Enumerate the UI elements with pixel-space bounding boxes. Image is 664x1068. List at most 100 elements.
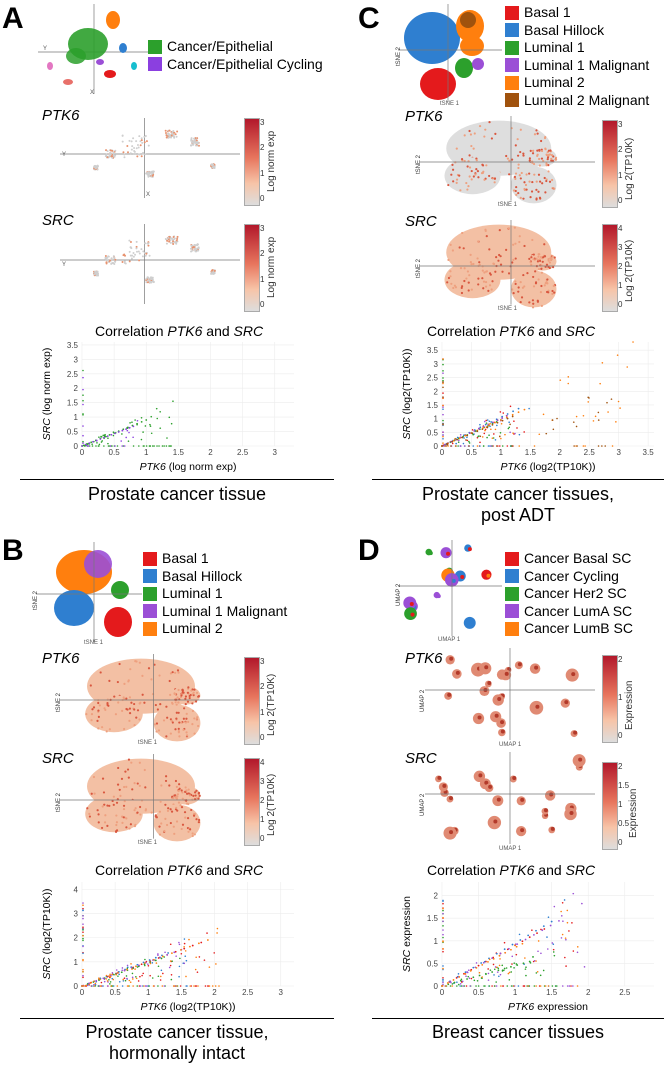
y-axis-label-gene: SRC (401, 949, 413, 972)
scatter-point (136, 419, 139, 422)
trend-point (484, 423, 487, 426)
y-axis-label-unit: expression (401, 896, 413, 950)
scatter-point (82, 968, 84, 971)
scatter-point (501, 445, 504, 447)
scatter-point (479, 435, 482, 438)
scatter-point (442, 435, 444, 438)
scatter-point (564, 937, 567, 939)
x-tick-label: 1 (144, 448, 149, 457)
trend-point (490, 421, 493, 423)
gene-label-b-ptk6: PTK6 (42, 650, 80, 667)
y-tick-label: 1.5 (67, 399, 79, 408)
corr-title-d: Correlation PTK6 and SRC (427, 862, 595, 878)
scatter-point (626, 366, 629, 368)
corr-title-b: Correlation PTK6 and SRC (95, 862, 263, 878)
scatter-point (467, 975, 470, 978)
scatter-point (510, 985, 513, 987)
scatter-point (103, 980, 106, 983)
x-axis-label-gene: PTK6 (508, 1001, 534, 1013)
x-axis-label-unit: (log2(TP10K)) (527, 461, 596, 473)
caption-d: Breast cancer tissues (372, 1022, 664, 1043)
scatter-point (107, 445, 110, 447)
y-tick-label: 1 (434, 937, 439, 946)
scatter-point (535, 985, 537, 987)
scatter-point (442, 358, 444, 360)
corr-title-gene1-c: PTK6 (499, 323, 535, 339)
scatter-point (163, 956, 166, 958)
feature-plot-d-src: UMAP 1 (425, 752, 595, 852)
scatter-point (86, 445, 89, 447)
x-axis-label-unit: (log2(TP10K)) (167, 1001, 236, 1013)
scatter-point (471, 429, 474, 431)
scatter-point (129, 981, 132, 983)
scatter-point (178, 965, 181, 968)
trend-point (505, 414, 508, 417)
trend-point (108, 433, 111, 436)
scatter-point (567, 382, 570, 385)
scatter-point (99, 985, 102, 987)
scatter-point (464, 434, 466, 437)
x-axis-label-unit: expression (534, 1001, 588, 1013)
x-tick-label: 1 (146, 988, 151, 997)
scatter-point (105, 435, 107, 438)
scatter-point (82, 904, 84, 907)
trend-point (446, 982, 449, 984)
scatter-point (107, 437, 109, 440)
scatter-point (82, 394, 84, 396)
scatter-point (82, 945, 84, 948)
scatter-point (599, 382, 601, 385)
scatter-point (82, 403, 84, 406)
scatter-point (551, 419, 554, 421)
legend-label: Luminal 2 (524, 74, 585, 90)
scatter-point (106, 980, 109, 982)
colorbar-tick-label: 1.5 (618, 781, 630, 790)
legend-label: Luminal 2 (162, 620, 223, 636)
scatter-point (443, 445, 445, 447)
scatter-point (144, 985, 147, 987)
scatter-point (508, 971, 511, 974)
scatter-point (151, 977, 154, 979)
trend-point (456, 438, 459, 441)
scatter-point (183, 938, 186, 940)
trend-point (558, 919, 560, 922)
colorbar-tick-label: 2 (618, 145, 623, 155)
scatter-point (142, 972, 145, 975)
scatter-point (477, 985, 480, 987)
scatter-point (86, 984, 89, 987)
x-axis-label: PTK6 (log2(TP10K)) (500, 461, 595, 473)
legend-a-item: Cancer/Epithelial Cycling (148, 56, 323, 74)
scatter-point (442, 978, 444, 981)
scatter-point (518, 933, 521, 936)
x-tick-label: 0.5 (473, 988, 485, 997)
scatter-point (571, 922, 573, 924)
legend-b-item: Basal 1 (143, 550, 287, 568)
legend-a-item: Cancer/Epithelial (148, 38, 323, 56)
x-axis-label: PTK6 expression (508, 1001, 588, 1013)
scatter-point (511, 445, 514, 447)
x-tick-label: 0 (440, 448, 445, 457)
trend-point (524, 938, 527, 941)
tsne-y-label-c: tSNE 2 (396, 46, 402, 66)
colorbar-tick-label: 2 (618, 262, 623, 271)
x-tick-label: 1.5 (173, 448, 185, 457)
trend-point (92, 440, 94, 443)
scatter-point (498, 445, 501, 447)
trend-point (516, 964, 519, 966)
scatter-point (442, 981, 444, 984)
trend-point (471, 432, 474, 435)
scatter-point (500, 437, 502, 440)
scatter-point (442, 909, 444, 912)
y-tick-label: 4 (74, 885, 79, 894)
trend-point (188, 945, 191, 948)
scatter-point (512, 985, 515, 987)
scatter-point (121, 445, 124, 447)
trend-point (88, 442, 91, 445)
scatter-point (94, 983, 97, 986)
scatter-point (488, 420, 491, 423)
feature-plot-d-ptk6: UMAP 1 (425, 648, 595, 748)
caption-c-line-1: Prostate cancer tissues, (421, 484, 615, 504)
scatter-point (529, 962, 532, 964)
gene-label-b-src: SRC (42, 750, 74, 767)
scatter-point (185, 959, 188, 962)
scatter-point (82, 369, 84, 372)
